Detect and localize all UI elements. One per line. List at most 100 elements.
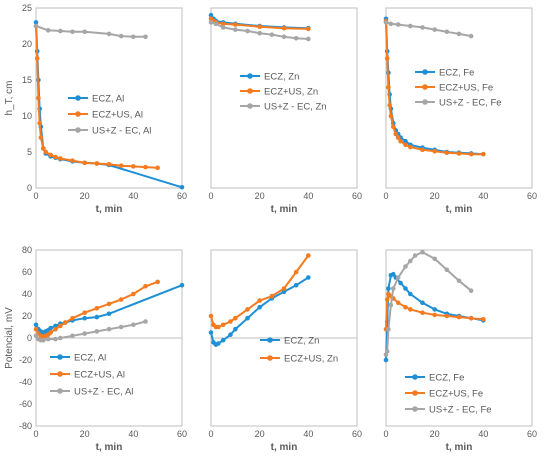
series-us-z-ec-al: [33, 23, 148, 40]
data-point: [281, 25, 287, 31]
legend-marker: [422, 84, 428, 90]
data-point: [444, 150, 450, 156]
chart-panel-bottom-middle: 0 20 40 60 t, min ECZ, Zn ECZ+US, Zn: [208, 249, 362, 453]
y-tick-label: 80: [22, 245, 32, 255]
data-point: [257, 24, 262, 30]
data-point: [432, 256, 437, 262]
data-point: [82, 160, 87, 166]
data-point: [388, 21, 394, 27]
data-point: [70, 315, 75, 321]
data-point: [48, 152, 53, 158]
data-point: [408, 258, 413, 264]
x-tick-label: 0: [33, 429, 38, 439]
legend-marker: [422, 99, 428, 105]
x-tick-label: 0: [208, 191, 213, 201]
data-point: [179, 184, 185, 190]
legend-entry: ECZ, Fe: [405, 373, 464, 384]
x-tick-label: 0: [208, 429, 213, 439]
data-point: [106, 326, 112, 332]
legend-label: ECZ+US, Zn: [264, 87, 318, 98]
data-point: [43, 149, 49, 155]
legend-entry: ECZ+US, Al: [50, 370, 125, 381]
legend-entry: ECZ+US, Fe: [415, 83, 493, 94]
y-tick-label: 20: [22, 311, 32, 321]
data-point: [41, 337, 46, 343]
data-point: [118, 324, 124, 330]
data-point: [33, 23, 39, 29]
y-tick-label: -20: [19, 355, 32, 365]
data-point: [216, 324, 221, 330]
plot-frame: [210, 7, 358, 189]
data-point: [58, 323, 63, 329]
series-us-z-ec-fe: [383, 20, 474, 39]
data-point: [143, 164, 148, 170]
data-point: [155, 279, 160, 285]
data-point: [58, 156, 63, 161]
data-point: [131, 164, 136, 169]
data-point: [118, 163, 124, 168]
data-point: [468, 33, 474, 39]
chart-panel-top-right: 0 20 40 60 t, min ECZ, Fe ECZ+US, Fe US+Z - EC,…: [383, 7, 537, 215]
series-ecz-zn: [208, 275, 311, 347]
data-point: [403, 286, 408, 291]
x-axis-label: t, min: [271, 442, 298, 453]
x-tick-label: 40: [303, 191, 313, 201]
data-point: [306, 26, 311, 32]
x-tick-label: 40: [128, 429, 138, 439]
data-point: [398, 138, 403, 144]
data-point: [53, 154, 58, 160]
data-point: [269, 32, 275, 37]
y-tick-label: 15: [22, 75, 32, 85]
data-point: [391, 286, 396, 291]
data-point: [36, 95, 41, 101]
data-point: [58, 28, 63, 34]
data-point: [118, 297, 124, 302]
series-line: [210, 21, 309, 40]
x-tick-label: 60: [527, 429, 537, 439]
data-point: [70, 333, 75, 339]
legend-marker: [412, 406, 418, 412]
y-tick-label: -60: [19, 399, 32, 409]
data-point: [220, 322, 226, 328]
data-point: [468, 288, 474, 294]
legend-marker: [267, 337, 273, 343]
data-point: [293, 269, 299, 275]
x-axis-label: t, min: [96, 204, 123, 215]
data-point: [432, 148, 437, 154]
y-tick-label: -80: [19, 421, 32, 431]
data-point: [155, 165, 160, 171]
legend-marker: [412, 390, 418, 396]
data-point: [420, 25, 425, 30]
legend-marker: [247, 103, 253, 109]
y-tick-label: 40: [22, 289, 32, 299]
series-ecz-us-zn: [208, 253, 311, 330]
legend-marker: [422, 69, 428, 75]
data-point: [391, 124, 396, 130]
x-axis-label: t, min: [446, 204, 473, 215]
data-point: [245, 307, 250, 312]
data-point: [420, 147, 425, 153]
data-point: [456, 278, 462, 284]
data-point: [131, 291, 136, 297]
x-tick-label: 60: [527, 191, 537, 201]
data-point: [481, 151, 486, 157]
data-point: [131, 322, 136, 328]
x-axis-label: t, min: [446, 442, 473, 453]
series-us-z-ec-fe: [383, 249, 474, 357]
data-point: [384, 348, 390, 354]
y-axis-label: h_T, cm: [4, 80, 15, 115]
data-point: [34, 56, 40, 61]
data-point: [408, 144, 413, 150]
data-point: [58, 335, 63, 341]
data-point: [403, 264, 408, 269]
legend-label: ECZ, Al: [92, 94, 124, 105]
data-point: [468, 315, 474, 321]
data-point: [257, 30, 262, 36]
data-point: [306, 275, 311, 280]
data-point: [444, 313, 450, 319]
legend-entry: ECZ, Zn: [260, 336, 319, 347]
legend-entry: US+Z - EC, Fe: [415, 98, 502, 109]
data-point: [94, 314, 100, 320]
legend-entry: ECZ, Al: [50, 353, 106, 364]
